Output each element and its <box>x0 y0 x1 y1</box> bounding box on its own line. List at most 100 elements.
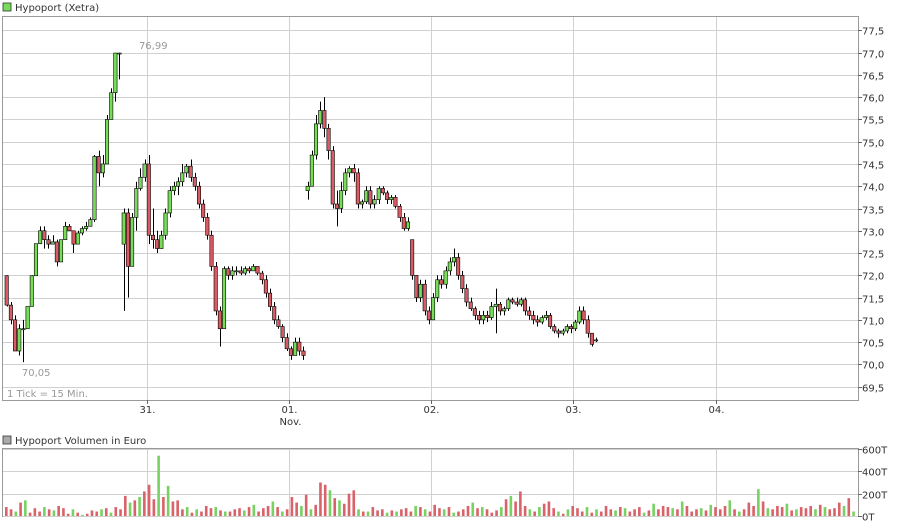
volume-bar <box>547 501 551 516</box>
volume-bar <box>542 503 546 516</box>
volume-bar <box>557 511 560 516</box>
price-y-tick-label: 71,0 <box>862 317 884 328</box>
candle-body <box>105 119 110 165</box>
candle-body <box>17 328 22 352</box>
volume-bar <box>490 512 494 516</box>
volume-bar <box>24 500 27 516</box>
candle-body <box>405 221 410 229</box>
volume-bar <box>43 507 46 516</box>
candle-body <box>92 156 97 220</box>
candle-body <box>88 219 93 227</box>
candle-body <box>422 283 427 312</box>
price-legend-label: Hypoport (Xetra) <box>15 3 99 14</box>
volume-bar <box>452 512 456 516</box>
volume-bar <box>62 508 65 516</box>
volume-bar <box>633 509 636 516</box>
volume-bar <box>766 508 770 516</box>
candle-body <box>263 279 268 294</box>
volume-bar <box>804 508 808 516</box>
candle-body <box>351 168 356 174</box>
candle-body <box>556 330 561 334</box>
volume-bar <box>76 512 80 516</box>
candle-body <box>288 348 293 356</box>
volume-bar <box>352 490 356 516</box>
volume-bar <box>147 484 151 516</box>
candle-body <box>230 270 235 276</box>
candle-body <box>543 315 548 318</box>
candle-body <box>213 266 218 312</box>
volume-bar <box>500 507 503 516</box>
volume-bar <box>257 511 260 516</box>
price-y-tick-label: 76,5 <box>862 72 884 83</box>
volume-bar <box>709 504 713 516</box>
volume-bar <box>485 509 489 516</box>
volume-bar <box>119 509 122 516</box>
candle-body <box>67 226 72 232</box>
volume-panel: Hypoport Volumen in Euro 600T 400T 200T 0T <box>2 435 888 524</box>
volume-bar <box>771 509 774 516</box>
volume-bar <box>619 507 622 516</box>
volume-bar <box>657 509 660 516</box>
candle-body <box>222 268 227 330</box>
candle-body <box>268 292 273 307</box>
price-y-tick-label: 73,5 <box>862 206 884 217</box>
volume-bar <box>461 509 465 516</box>
candle-body <box>376 188 381 200</box>
candle-body <box>155 239 160 249</box>
volume-bar <box>209 508 213 516</box>
candle-body <box>439 279 444 285</box>
volume-bar <box>614 510 617 516</box>
candle-body <box>318 110 323 125</box>
candle-body <box>276 319 281 327</box>
volume-bar <box>780 507 784 516</box>
price-y-ticks: 77,5 77,0 76,5 76,0 75,5 75,0 74,5 74,0 73,5 73,0… <box>858 27 884 395</box>
volume-bar <box>847 498 851 516</box>
volume-bar <box>571 505 575 516</box>
volume-bar <box>728 500 732 516</box>
candle-body <box>100 163 105 174</box>
volume-bar <box>357 509 360 516</box>
volume-bar <box>66 513 70 516</box>
candle-body <box>326 128 331 151</box>
candle-body <box>527 310 532 316</box>
candle-body <box>309 154 314 187</box>
price-y-tick-label: 76,0 <box>862 94 884 105</box>
candle-body <box>38 230 43 244</box>
candle-body <box>464 288 469 303</box>
volume-y-tick-label: 200T <box>862 491 888 502</box>
price-y-tick-label: 77,5 <box>862 27 884 38</box>
candle-body <box>4 275 9 306</box>
volume-bar-series <box>5 455 855 516</box>
candle-body <box>460 275 465 289</box>
candle-body <box>401 217 406 229</box>
candle-body <box>389 197 394 200</box>
volume-bar <box>528 509 532 516</box>
price-y-tick-label: 74,0 <box>862 183 884 194</box>
volume-bar <box>52 510 56 516</box>
volume-bar <box>476 508 479 516</box>
candle-body <box>242 268 247 274</box>
volume-bar <box>514 501 517 516</box>
volume-bar <box>480 507 484 516</box>
candle-body <box>431 297 436 321</box>
volume-bar <box>504 499 508 516</box>
candle-body <box>146 163 151 236</box>
volume-bar <box>347 493 351 516</box>
candle-body <box>548 315 553 327</box>
volume-bar <box>676 509 679 516</box>
volume-bar <box>361 511 365 516</box>
volume-bar <box>704 510 708 516</box>
candle-body <box>163 212 168 236</box>
volume-bar <box>747 502 751 516</box>
candle-body <box>71 230 76 245</box>
volume-bar <box>128 502 132 516</box>
candle-body <box>518 299 523 305</box>
volume-bar <box>14 511 18 516</box>
candle-body <box>272 306 277 321</box>
volume-bar <box>28 512 32 516</box>
volume-bar <box>647 510 651 516</box>
price-y-tick-label: 75,5 <box>862 116 884 127</box>
candle-body <box>234 270 239 273</box>
volume-bar <box>152 499 156 516</box>
price-x-tick-label: 02. <box>424 405 440 416</box>
